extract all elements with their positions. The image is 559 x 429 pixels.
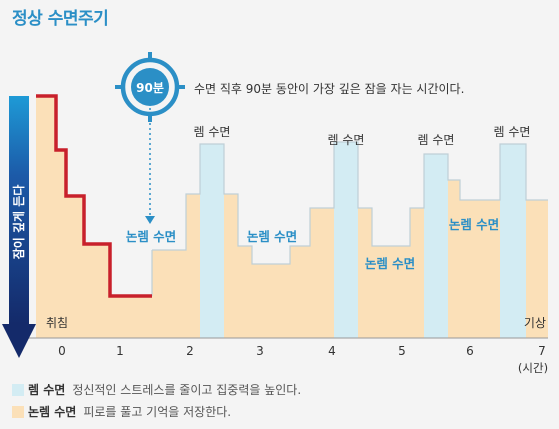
- legend-rem-swatch: [12, 383, 24, 396]
- x-tick-2: 2: [186, 344, 194, 358]
- x-tick-4: 4: [328, 344, 336, 358]
- badge-90-icon: [115, 52, 185, 122]
- rem-label-1: 렘 수면: [194, 125, 231, 139]
- wake-label: 기상: [524, 316, 546, 330]
- x-tick-1: 1: [116, 344, 124, 358]
- x-tick-5: 5: [398, 344, 406, 358]
- x-tick-3: 3: [256, 344, 264, 358]
- rem-bar-2: [334, 142, 358, 338]
- pointer-arrowhead: [145, 216, 155, 224]
- depth-arrow-icon: [2, 96, 36, 358]
- nrem-label-2: 논렘 수면: [247, 229, 297, 244]
- sleep-depth-line: [151, 141, 548, 296]
- nrem-label-4: 논렘 수면: [449, 217, 499, 232]
- nrem-area: [36, 96, 548, 338]
- legend-nrem-swatch: [12, 405, 24, 418]
- legend-nrem-name: 논렘 수면: [28, 405, 77, 419]
- rem-label-2: 렘 수면: [328, 133, 365, 147]
- x-unit-label: (시간): [518, 361, 548, 375]
- x-tick-0: 0: [58, 344, 66, 358]
- y-axis-label: 잠이 깊게 든다: [11, 185, 26, 260]
- rem-bar-1: [200, 144, 224, 338]
- nrem-label-3: 논렘 수면: [365, 256, 415, 271]
- bedtime-label: 취침: [46, 316, 68, 330]
- nrem-label-1: 논렘 수면: [126, 229, 176, 244]
- legend-rem-name: 렘 수면: [28, 383, 66, 397]
- legend-rem: 렘 수면 정신적인 스트레스를 줄이고 집중력을 높인다.: [12, 381, 301, 398]
- annotation-text: 수면 직후 90분 동안이 가장 깊은 잠을 자는 시간이다.: [194, 82, 464, 96]
- rem-label-3: 렘 수면: [418, 133, 455, 147]
- rem-bar-3: [424, 154, 448, 338]
- x-tick-6: 6: [466, 344, 474, 358]
- page-title: 정상 수면주기: [12, 9, 109, 29]
- badge-90-label: 90분: [136, 81, 164, 95]
- x-tick-7: 7: [538, 344, 546, 358]
- deep-sleep-line: [36, 94, 152, 298]
- rem-label-4: 렘 수면: [494, 125, 531, 139]
- legend-nrem-desc: 피로를 풀고 기억을 저장한다.: [83, 405, 232, 419]
- legend-rem-desc: 정신적인 스트레스를 줄이고 집중력을 높인다.: [72, 383, 302, 397]
- legend-nrem: 논렘 수면 피로를 풀고 기억을 저장한다.: [12, 403, 231, 420]
- rem-bar-4: [500, 144, 526, 338]
